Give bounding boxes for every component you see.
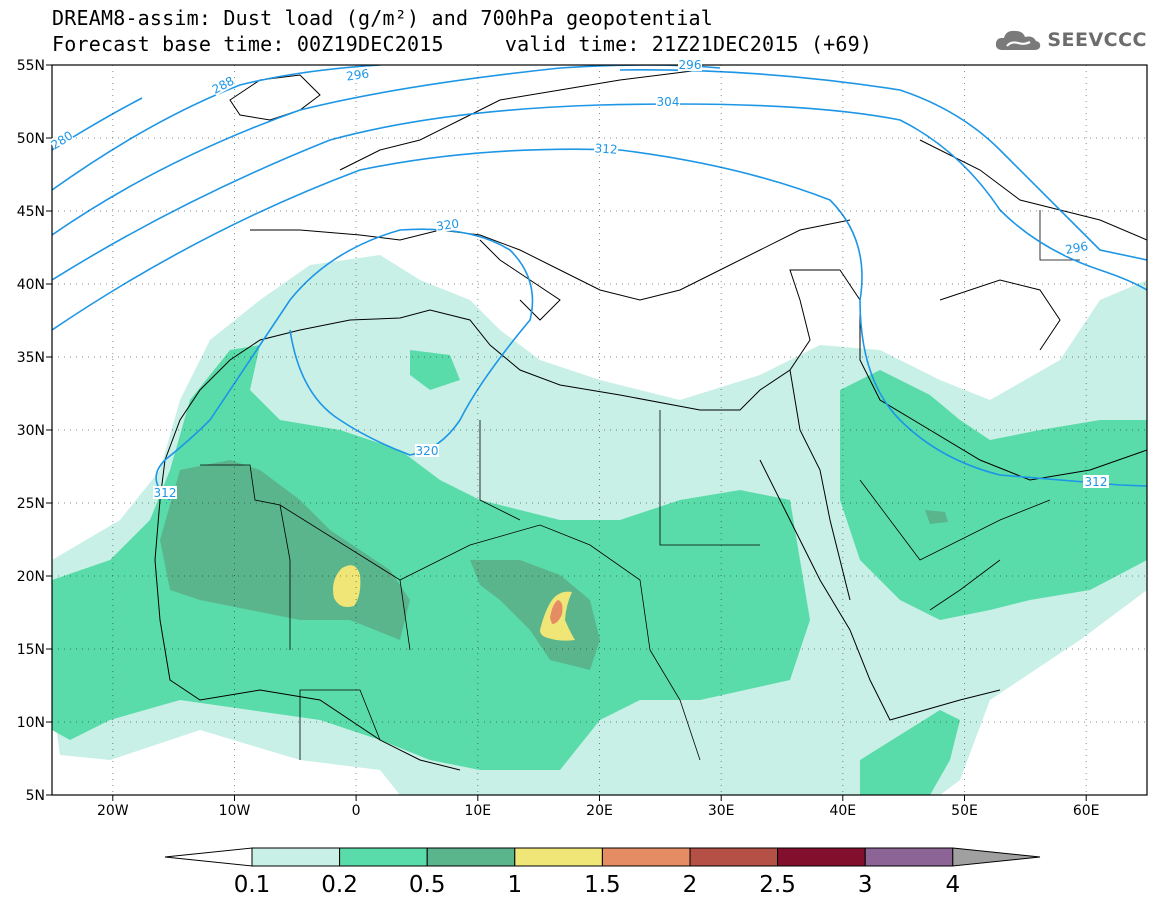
lat-label: 40N — [17, 277, 45, 293]
lon-label: 40E — [829, 803, 856, 819]
lon-label: 50E — [951, 803, 978, 819]
colorbar-label: 0.5 — [409, 872, 446, 898]
lon-label: 0 — [352, 803, 361, 819]
contour-labels: 280 288 296 304 312 320 320 312 296 312 … — [49, 58, 1109, 500]
lat-label: 25N — [17, 496, 45, 512]
colorbar-swatch — [777, 847, 866, 867]
colorbar-swatch — [339, 847, 428, 867]
colorbar: 0.1 0.2 0.5 1 1.5 2 2.5 3 4 — [164, 847, 1041, 898]
logo-text: SEEVCCC — [1047, 29, 1147, 51]
colorbar-high-arrow — [952, 847, 1041, 867]
seevccc-logo: SEEVCCC — [993, 26, 1147, 54]
contour-label: 312 — [1085, 475, 1108, 489]
contour-label: 320 — [416, 444, 439, 458]
colorbar-swatch — [251, 847, 341, 867]
contour-label: 320 — [435, 216, 460, 233]
dust-layer-0.2 — [52, 345, 1147, 795]
lon-label: 20E — [586, 803, 613, 819]
lon-label: 10W — [219, 803, 251, 819]
lat-label: 35N — [17, 350, 45, 366]
map-title: DREAM8-assim: Dust load (g/m²) and 700hP… — [52, 6, 714, 30]
colorbar-label: 1.5 — [584, 872, 621, 898]
lat-label: 30N — [17, 423, 45, 439]
lon-label: 60E — [1073, 803, 1100, 819]
colorbar-label: 1 — [507, 872, 522, 898]
lat-label: 50N — [17, 131, 45, 147]
lat-label: 45N — [17, 204, 45, 220]
lon-label: 10E — [464, 803, 491, 819]
lon-label: 20W — [97, 803, 129, 819]
lon-label: 30E — [708, 803, 735, 819]
colorbar-low-arrow — [164, 847, 253, 867]
colorbar-label: 2 — [683, 872, 698, 898]
contour-label: 296 — [1064, 239, 1089, 257]
lat-label: 20N — [17, 569, 45, 585]
contour-label: 312 — [154, 486, 177, 500]
contour-label: 296 — [345, 66, 370, 83]
contour-label: 304 — [657, 95, 680, 109]
cloud-icon — [996, 30, 1041, 50]
colorbar-swatch — [864, 847, 954, 867]
colorbar-swatch — [514, 847, 603, 867]
lat-label: 10N — [17, 715, 45, 731]
contour-label: 296 — [679, 58, 702, 72]
colorbar-label: 2.5 — [759, 872, 796, 898]
colorbar-swatch — [601, 847, 691, 867]
dust-layer-1.5 — [550, 600, 563, 624]
colorbar-label: 3 — [858, 872, 873, 898]
forecast-time-info: Forecast base time: 00Z19DEC2015 valid t… — [52, 32, 873, 56]
country-borders — [200, 210, 1080, 761]
tick-marks — [46, 64, 1087, 801]
colorbar-label: 4 — [945, 872, 960, 898]
latitude-labels: 55N 50N 45N 40N 35N 30N 25N 20N 15N 10N … — [17, 58, 45, 804]
grid-lines — [52, 65, 1147, 795]
lat-label: 15N — [17, 642, 45, 658]
colorbar-label: 0.1 — [234, 872, 271, 898]
longitude-labels: 20W 10W 0 10E 20E 30E 40E 50E 60E — [97, 803, 1100, 819]
lat-label: 55N — [17, 58, 45, 74]
colorbar-swatch — [689, 847, 779, 867]
colorbar-label: 0.2 — [321, 872, 358, 898]
contour-label: 312 — [594, 141, 618, 157]
colorbar-swatch — [426, 847, 516, 867]
lat-label: 5N — [26, 788, 45, 804]
